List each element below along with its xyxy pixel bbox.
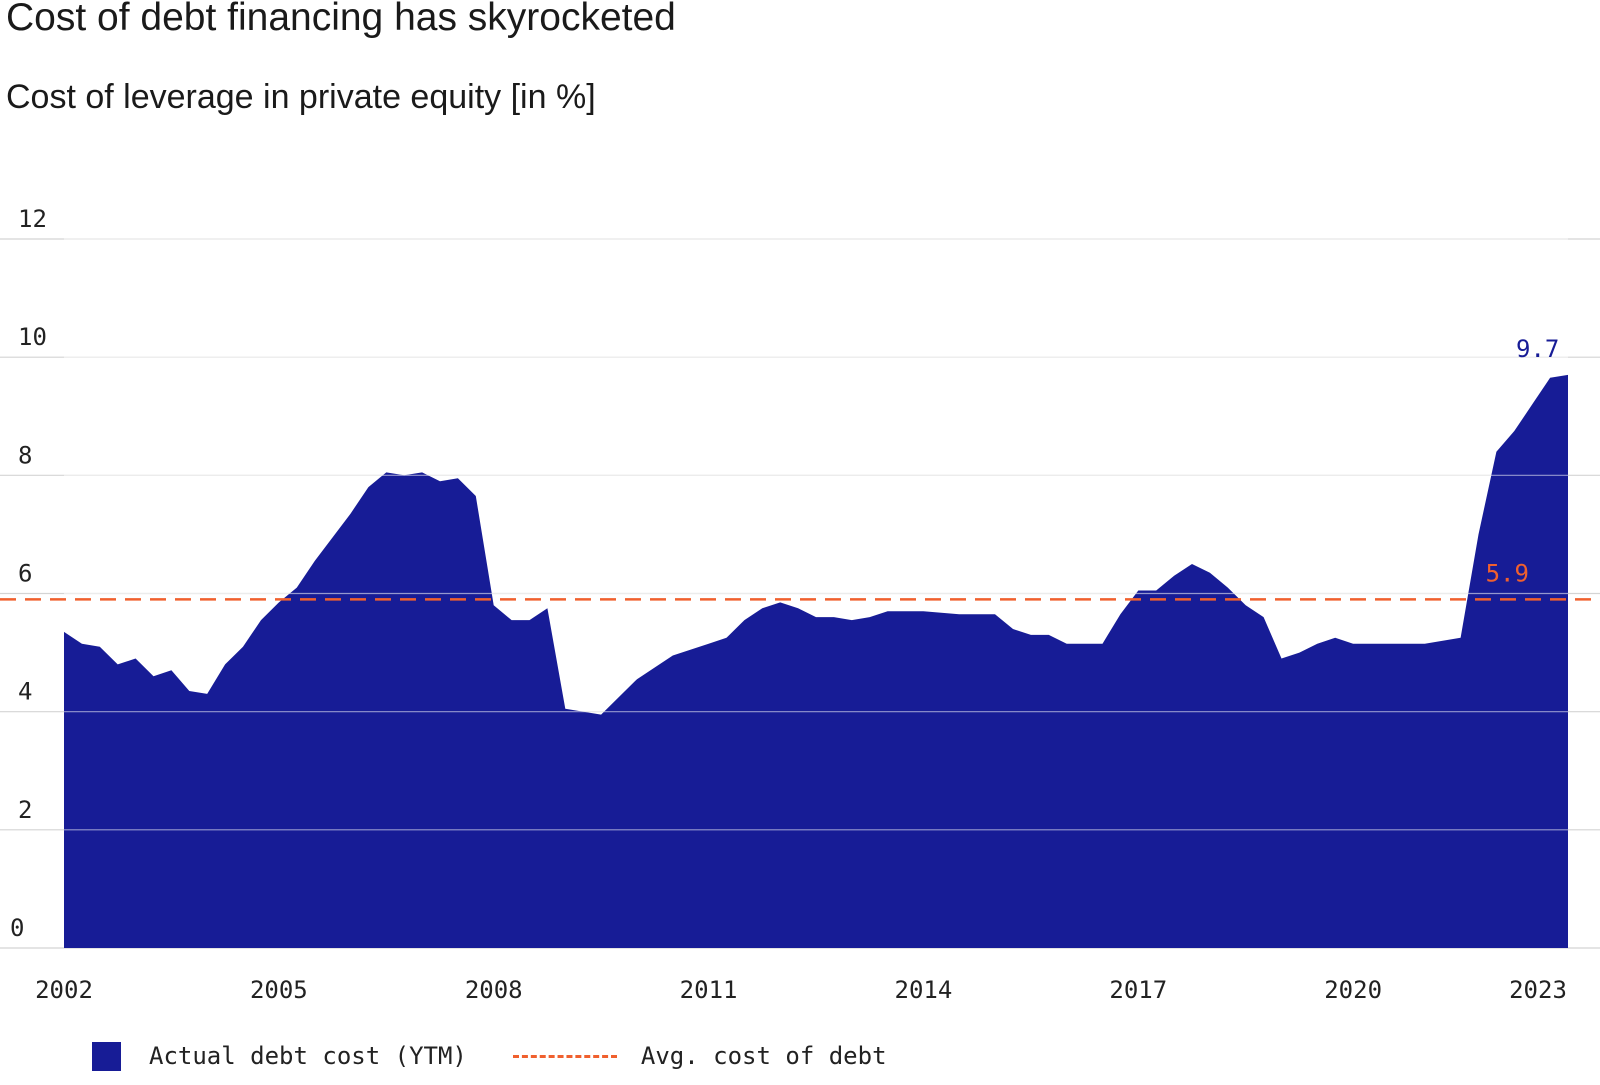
series-area-actual-debt-cost — [64, 374, 1568, 948]
x-tick-label: 2002 — [35, 976, 93, 1004]
x-tick-label: 2014 — [895, 976, 953, 1004]
chart-subtitle: Cost of leverage in private equity [in %… — [6, 78, 596, 116]
chart-title: Cost of debt financing has skyrocketed — [6, 0, 676, 39]
x-tick-label: 2011 — [680, 976, 738, 1004]
x-tick-label: 2020 — [1324, 976, 1382, 1004]
y-tick-label: 2 — [18, 796, 32, 824]
x-tick-label: 2023 — [1509, 976, 1567, 1004]
legend-swatch-actual — [92, 1041, 121, 1071]
y-tick-label: 12 — [18, 205, 47, 233]
x-tick-label: 2017 — [1109, 976, 1167, 1004]
y-tick-label: 4 — [18, 678, 32, 706]
legend: Actual debt cost (YTM) Avg. cost of debt — [92, 1036, 887, 1076]
x-tick-label: 2008 — [465, 976, 523, 1004]
y-tick-label: 10 — [18, 323, 47, 351]
x-tick-label: 2005 — [250, 976, 308, 1004]
y-axis: 0 2 4 6 8 10 12 — [10, 205, 47, 942]
y-tick-label: 6 — [18, 560, 32, 588]
legend-swatch-avg — [512, 1054, 617, 1058]
y-tick-label: 0 — [10, 914, 24, 942]
legend-label-actual: Actual debt cost (YTM) — [149, 1042, 467, 1070]
annotation-peak-value: 9.7 — [1516, 335, 1559, 363]
legend-label-avg: Avg. cost of debt — [640, 1042, 887, 1070]
y-tick-label: 8 — [18, 441, 32, 469]
x-axis: 2002 2005 2008 2011 2014 2017 2020 2023 — [35, 976, 1567, 1004]
annotations: 9.7 5.9 — [1486, 335, 1560, 588]
annotation-avg-value: 5.9 — [1486, 559, 1529, 587]
